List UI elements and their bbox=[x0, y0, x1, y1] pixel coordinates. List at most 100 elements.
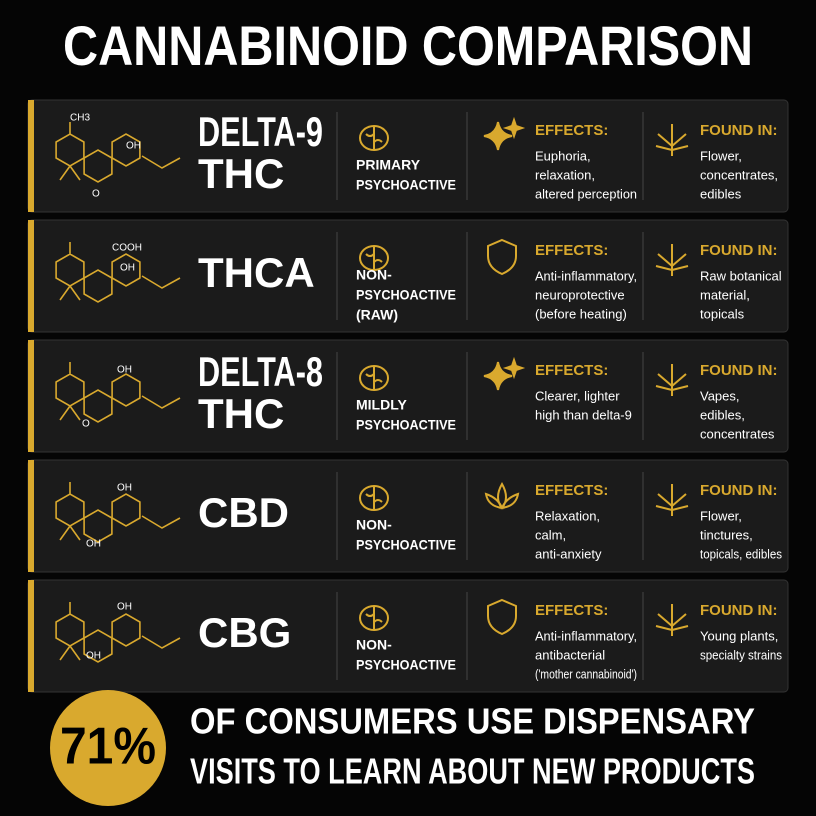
found-label: FOUND IN: bbox=[700, 242, 778, 259]
brain-icon bbox=[358, 485, 390, 511]
psychoactivity: NON- bbox=[356, 517, 392, 533]
effects-text: antibacterial bbox=[535, 647, 605, 662]
effects-icon bbox=[487, 238, 517, 276]
found-text: Flower, bbox=[700, 508, 742, 523]
molecule bbox=[55, 242, 181, 303]
molecule-label: O bbox=[82, 419, 90, 430]
title: CANNABINOID COMPARISON bbox=[63, 14, 753, 77]
effects-text: anti-anxiety bbox=[535, 546, 602, 561]
molecule-label: CH3 bbox=[70, 113, 90, 124]
effects-icon bbox=[483, 116, 526, 151]
brain-icon bbox=[358, 245, 390, 271]
found-label: FOUND IN: bbox=[700, 602, 778, 619]
effects-text: Anti-inflammatory, bbox=[535, 268, 637, 283]
effects-text: relaxation, bbox=[535, 167, 595, 182]
row-accent bbox=[28, 580, 34, 692]
found-icon bbox=[655, 364, 689, 396]
cannabinoid-name: THC bbox=[198, 150, 284, 197]
found-label: FOUND IN: bbox=[700, 122, 778, 139]
effects-label: EFFECTS: bbox=[535, 242, 608, 259]
psychoactivity: PSYCHOACTIVE bbox=[356, 417, 456, 433]
effects-text: neuroprotective bbox=[535, 287, 625, 302]
effects-label: EFFECTS: bbox=[535, 362, 608, 379]
found-icon bbox=[655, 604, 689, 636]
found-text: topicals, edibles bbox=[700, 546, 782, 561]
effects-text: calm, bbox=[535, 527, 566, 542]
found-icon bbox=[655, 124, 689, 156]
psychoactivity: PSYCHOACTIVE bbox=[356, 537, 456, 553]
molecule bbox=[55, 122, 181, 183]
effects-text: Relaxation, bbox=[535, 508, 600, 523]
brain-icon bbox=[358, 605, 390, 631]
row: COOH OH THCA NON- PSYCHOACTIVE (RAW) EFFECTS: A… bbox=[27, 219, 789, 333]
psychoactivity: NON- bbox=[356, 267, 392, 283]
found-text: topicals bbox=[700, 306, 745, 321]
molecule-label: OH bbox=[117, 483, 132, 494]
row-accent bbox=[28, 340, 34, 452]
effects-label: EFFECTS: bbox=[535, 122, 608, 139]
found-text: edibles bbox=[700, 186, 742, 201]
cannabinoid-name: DELTA-9 bbox=[198, 108, 323, 155]
found-label: FOUND IN: bbox=[700, 362, 778, 379]
row-accent bbox=[28, 100, 34, 212]
found-label: FOUND IN: bbox=[700, 482, 778, 499]
brain-icon bbox=[358, 125, 390, 151]
psychoactivity: PSYCHOACTIVE bbox=[356, 287, 456, 303]
molecule-label: OH bbox=[86, 539, 101, 550]
cannabinoid-name: THC bbox=[198, 390, 284, 437]
effects-label: EFFECTS: bbox=[535, 602, 608, 619]
row-accent bbox=[28, 460, 34, 572]
psychoactivity: PSYCHOACTIVE bbox=[356, 657, 456, 673]
molecule bbox=[55, 362, 181, 423]
found-text: concentrates, bbox=[700, 167, 778, 182]
found-icon bbox=[655, 484, 689, 516]
molecule-label: OH bbox=[126, 141, 141, 152]
found-text: concentrates bbox=[700, 426, 775, 441]
effects-text: high than delta-9 bbox=[535, 407, 632, 422]
found-text: tinctures, bbox=[700, 527, 753, 542]
cannabinoid-name: DELTA-8 bbox=[198, 348, 323, 395]
effects-text: Anti-inflammatory, bbox=[535, 628, 637, 643]
brain-icon bbox=[358, 365, 390, 391]
molecule-label: OH bbox=[117, 365, 132, 376]
found-text: Raw botanical bbox=[700, 268, 782, 283]
stat-text: VISITS TO LEARN ABOUT NEW PRODUCTS bbox=[190, 751, 755, 792]
molecule-label: OH bbox=[117, 602, 132, 613]
stat-text: OF CONSUMERS USE DISPENSARY bbox=[190, 701, 755, 742]
found-text: Vapes, bbox=[700, 388, 740, 403]
found-text: specialty strains bbox=[700, 647, 782, 662]
cannabinoid-name: CBD bbox=[198, 489, 289, 536]
stat-badge bbox=[50, 690, 166, 806]
molecule-label: COOH bbox=[112, 243, 142, 254]
effects-text: (before heating) bbox=[535, 306, 627, 321]
found-text: Flower, bbox=[700, 148, 742, 163]
effects-icon bbox=[483, 356, 526, 391]
psychoactivity: PRIMARY bbox=[356, 157, 421, 173]
psychoactivity: MILDLY bbox=[356, 397, 407, 413]
found-text: edibles, bbox=[700, 407, 745, 422]
found-icon bbox=[655, 244, 689, 276]
found-text: material, bbox=[700, 287, 750, 302]
row: OH OH CBD NON- PSYCHOACTIVE EFFECTS: Relaxatio… bbox=[27, 459, 789, 573]
effects-text: Clearer, lighter bbox=[535, 388, 620, 403]
molecule-label: OH bbox=[86, 651, 101, 662]
effects-text: Euphoria, bbox=[535, 148, 591, 163]
row: OH OH CBG NON- PSYCHOACTIVE EFFECTS: Anti-infl… bbox=[27, 579, 789, 693]
molecule bbox=[55, 482, 181, 543]
molecule bbox=[55, 602, 181, 663]
psychoactivity: NON- bbox=[356, 637, 392, 653]
psychoactivity: PSYCHOACTIVE bbox=[356, 177, 456, 193]
cannabinoid-name: THCA bbox=[198, 249, 315, 296]
effects-label: EFFECTS: bbox=[535, 482, 608, 499]
molecule-label: O bbox=[92, 189, 100, 200]
row-accent bbox=[28, 220, 34, 332]
effects-icon bbox=[484, 481, 520, 510]
cannabinoid-name: CBG bbox=[198, 609, 291, 656]
effects-icon bbox=[487, 598, 517, 636]
effects-text: ('mother cannabinoid') bbox=[535, 666, 637, 681]
effects-text: altered perception bbox=[535, 186, 637, 201]
psychoactivity: (RAW) bbox=[356, 307, 398, 323]
